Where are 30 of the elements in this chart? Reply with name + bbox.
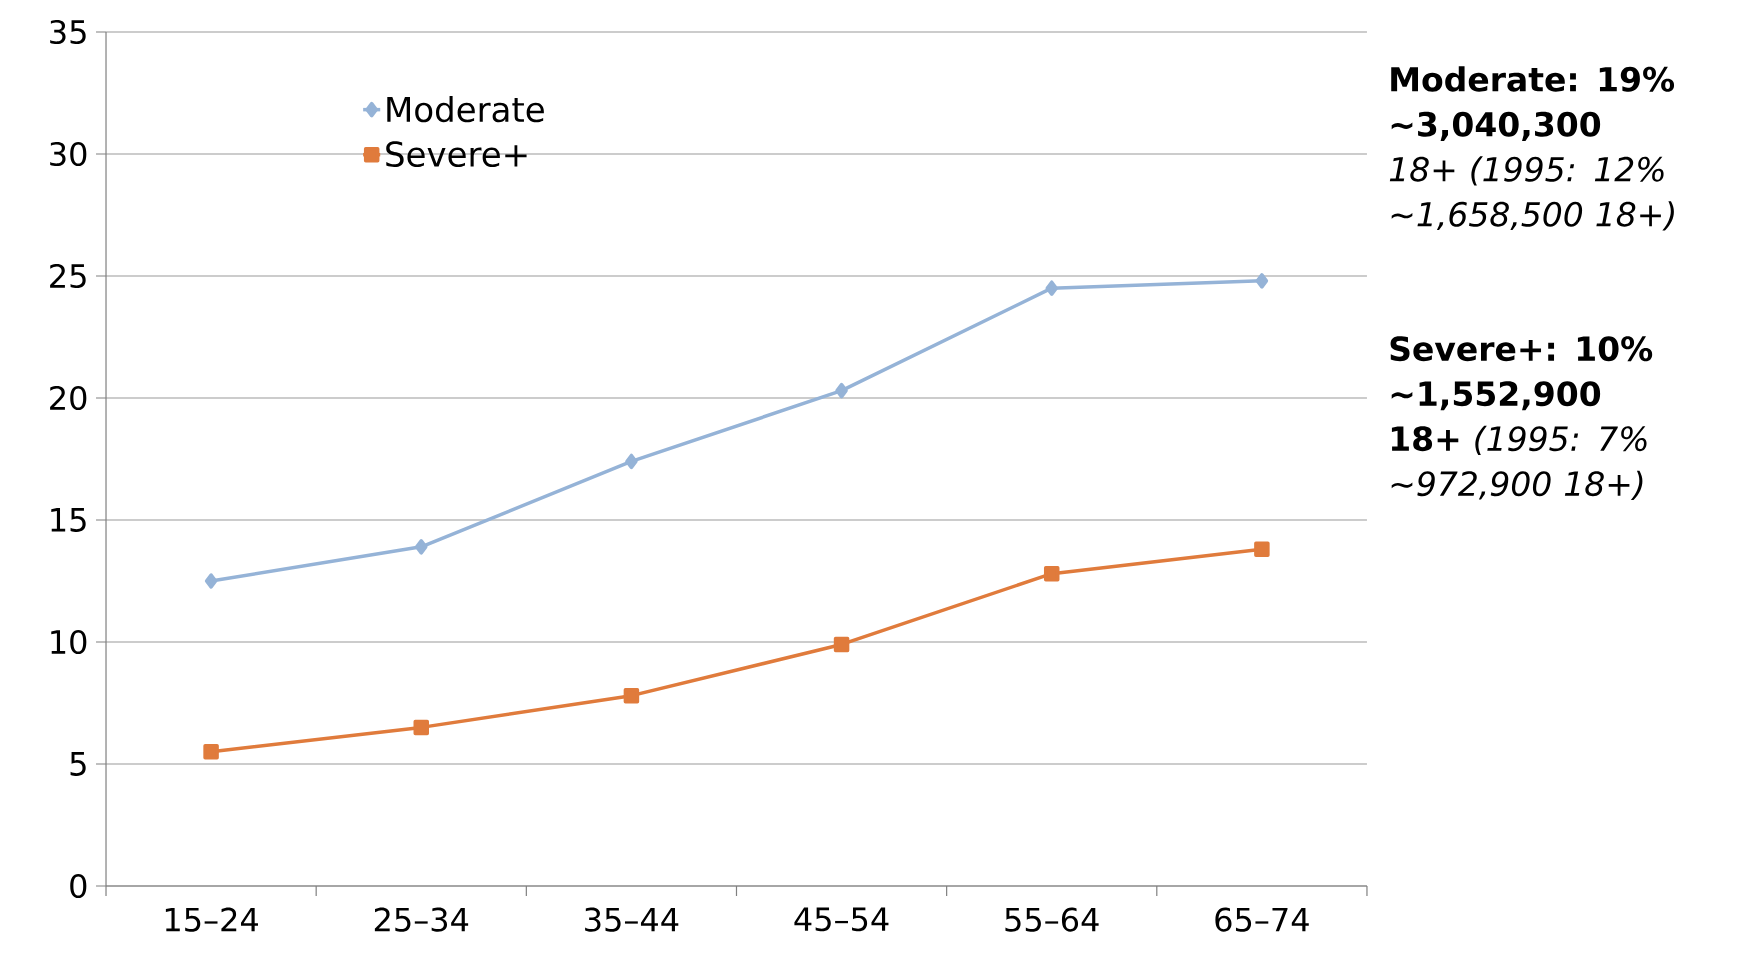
text: Moderate: 19% ~3,040,300 18+ (1995: 12% ~1,658,500 18+) [1389, 66, 1675, 231]
point [623, 687, 640, 704]
y-tick-label: 30 [50, 141, 87, 167]
point [1255, 273, 1269, 289]
point [1254, 541, 1270, 558]
x-tick-label: 25–34 [374, 907, 469, 932]
y-tick-label: 10 [51, 629, 87, 655]
point [835, 382, 848, 399]
y-tick-label: 15 [51, 508, 86, 532]
point [415, 539, 428, 555]
y-tick-label: 25 [50, 263, 86, 289]
point [625, 453, 638, 470]
x-tick-label: 45–54 [794, 907, 889, 932]
x-tick-label: 35–44 [585, 907, 679, 932]
point [203, 744, 219, 760]
y-tick-label: 20 [50, 385, 87, 411]
y-tick-label: 35 [50, 19, 86, 45]
x-tick-label: 15–24 [165, 907, 258, 932]
point [204, 573, 218, 589]
point [1043, 565, 1060, 582]
point [413, 719, 429, 736]
y-tick-label: 5 [70, 752, 86, 776]
legend-label: Moderate [387, 95, 544, 123]
point [1045, 280, 1058, 296]
text: Severe+: 10% ~1,552,900 18+ (1995: 7% ~972,900 18+) [1390, 336, 1653, 501]
x-tick-label: 65–74 [1215, 907, 1309, 932]
y-tick-label: 0 [70, 873, 87, 899]
point [833, 636, 850, 653]
legend-label: Severe+ [386, 141, 527, 168]
x-tick-label: 55–64 [1005, 907, 1099, 932]
